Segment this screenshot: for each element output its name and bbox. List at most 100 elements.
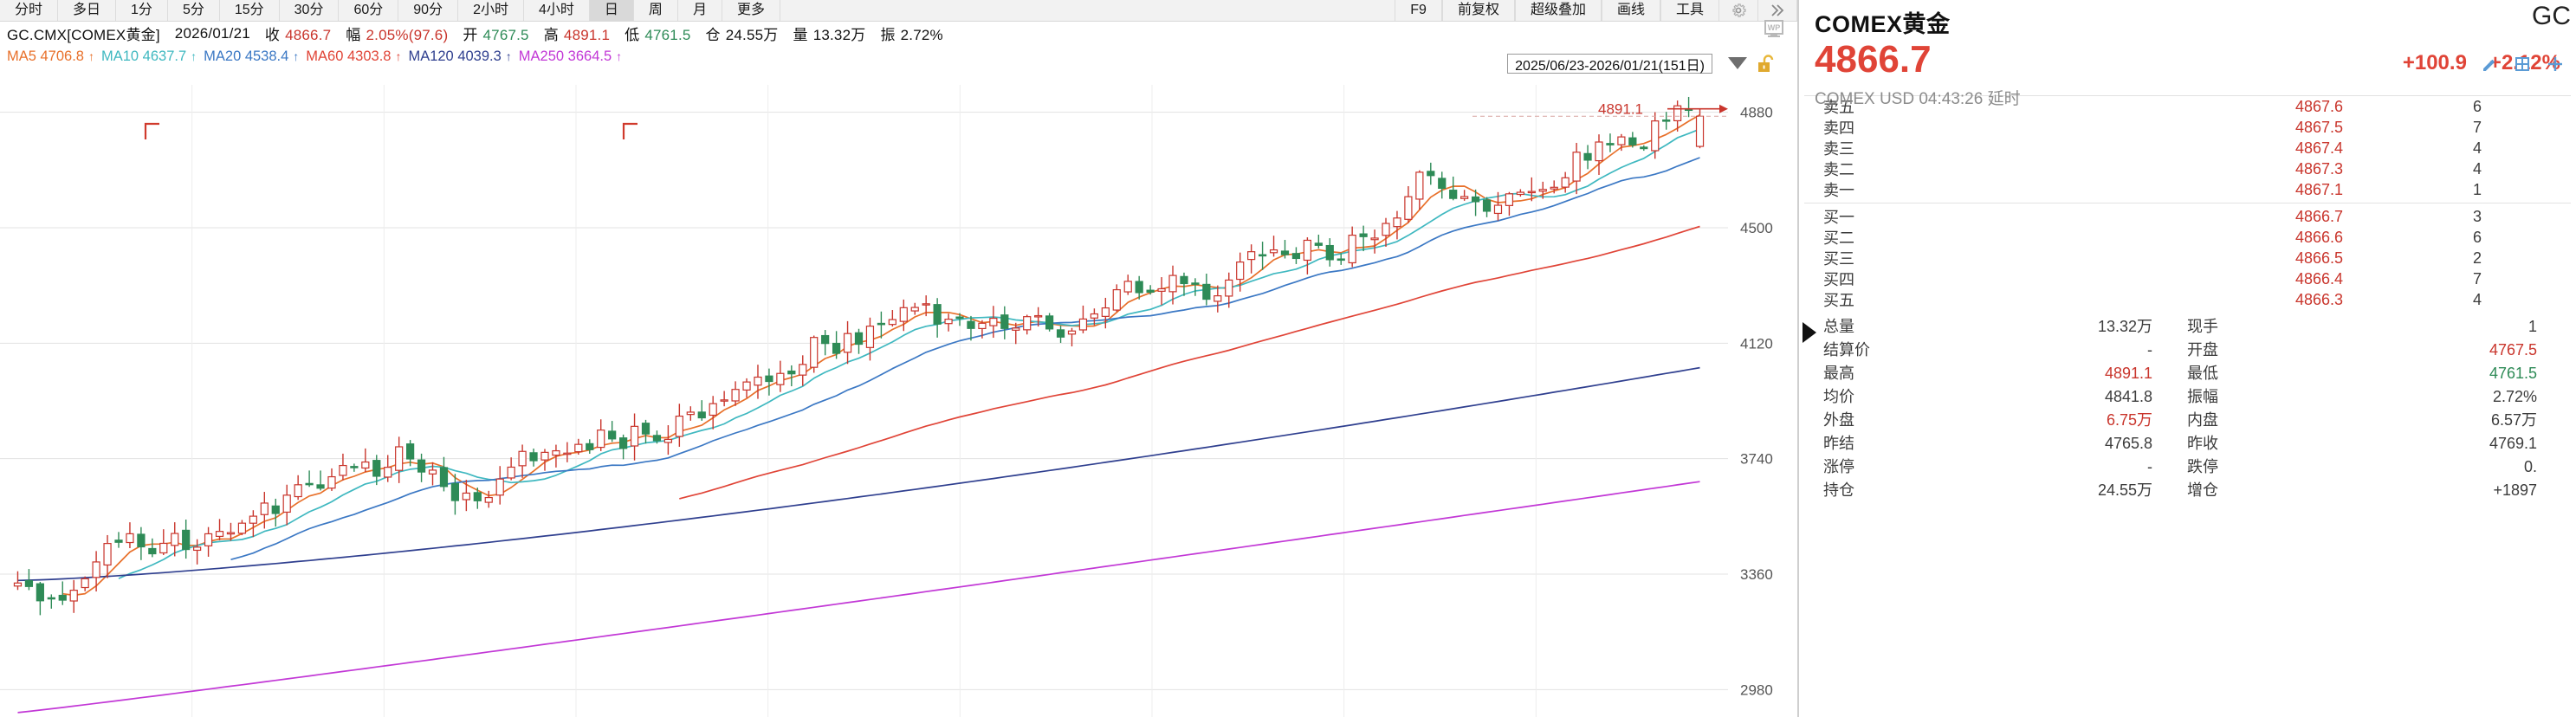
svg-text:2980: 2980 (1740, 681, 1773, 698)
quote-actions (2481, 55, 2564, 73)
orderbook-price: 4866.5 (2294, 249, 2343, 267)
quote-meta: COMEX USD 04:43:26 延时 (1815, 90, 2021, 108)
statistics-cell: 总量 13.32万 (1823, 314, 2187, 337)
info-field-label: 量 (793, 27, 808, 43)
info-field-label: 低 (625, 27, 640, 43)
orderbook-row[interactable]: 卖三 4867.4 4 (1799, 138, 2576, 158)
chart-pane: 分时 多日 1分 5分 15分 30分 60分 90分 2小时 4小时日周月更多 F9 前复权 超级叠加… (0, 0, 1797, 717)
toolbar-action-3[interactable]: 画线 (1601, 0, 1660, 21)
orderbook-volume: 2 (2472, 249, 2482, 267)
orderbook-row[interactable]: 买五 4866.3 4 (1799, 289, 2576, 310)
svg-text:4880: 4880 (1740, 105, 1773, 121)
statistics-value: 4841.8 (2104, 387, 2152, 405)
pencil-icon[interactable] (2481, 55, 2498, 73)
statistics-label: 振幅 (2187, 387, 2218, 405)
orderbook-row[interactable]: 买二 4866.6 6 (1799, 227, 2576, 248)
ma-indicator-ma120: MA120 4039.3 ↑ (408, 48, 511, 65)
period-tab-6[interactable]: 60分 (339, 0, 399, 21)
orderbook-volume: 1 (2472, 180, 2482, 198)
ma-indicator-ma20: MA20 4538.4 ↑ (204, 48, 299, 65)
play-triangle-icon[interactable] (1803, 322, 1816, 343)
statistics-value: +1897 (2493, 481, 2537, 499)
statistics-value: 6.75万 (2106, 410, 2152, 429)
orderbook-volume: 4 (2472, 290, 2482, 308)
orderbook-row[interactable]: 卖一 4867.1 1 (1799, 179, 2576, 200)
candlestick-plot[interactable]: 4880 4500 4120 3740 3360 2980 4891.1 (0, 76, 1797, 717)
statistics-row: 结算价 - 开盘 4767.5 (1799, 337, 2576, 360)
statistics-cell: 跌停 0. (2187, 455, 2551, 477)
period-tab-2[interactable]: 1分 (116, 0, 168, 21)
info-field-label: 幅 (346, 27, 361, 43)
statistics-cell: 开盘 4767.5 (2187, 338, 2551, 360)
grid-icon[interactable] (2514, 55, 2531, 73)
period-tab-10[interactable]: 日 (589, 0, 634, 21)
period-tab-1[interactable]: 多日 (58, 0, 117, 21)
info-field-value: 4761.5 (644, 27, 691, 43)
period-tab-13[interactable]: 更多 (722, 0, 780, 21)
orderbook-volume: 7 (2472, 269, 2482, 287)
period-tab-11[interactable]: 周 (634, 0, 678, 21)
ma-label-value: MA10 4637.7 (100, 48, 187, 64)
orderbook-row[interactable]: 卖二 4867.3 4 (1799, 158, 2576, 179)
statistics-label: 跌停 (2187, 457, 2218, 475)
svg-text:4891.1: 4891.1 (1598, 101, 1643, 118)
orderbook-volume: 6 (2472, 228, 2482, 246)
unlock-icon[interactable] (1756, 54, 1778, 79)
orderbook-level-label: 卖四 (1823, 120, 1854, 137)
ma-label-value: MA120 4039.3 (408, 48, 502, 64)
orderbook-price: 4867.3 (2294, 159, 2343, 178)
period-tab-12[interactable]: 月 (678, 0, 722, 21)
orderbook-row[interactable]: 买一 4866.7 3 (1799, 206, 2576, 227)
period-tab-0[interactable]: 分时 (0, 0, 59, 21)
gear-icon[interactable] (1719, 0, 1758, 21)
toolbar-action-0[interactable]: F9 (1395, 0, 1442, 21)
orderbook-price: 4867.1 (2294, 180, 2343, 198)
period-tab-5[interactable]: 30分 (280, 0, 340, 21)
period-tab-7[interactable]: 90分 (398, 0, 459, 21)
orderbook-price: 4867.4 (2294, 139, 2343, 157)
statistics-value: 4767.5 (2489, 340, 2537, 358)
orderbook-row[interactable]: 买四 4866.4 7 (1799, 268, 2576, 289)
triangle-down-icon[interactable] (1728, 57, 1747, 69)
period-tab-4[interactable]: 15分 (220, 0, 280, 21)
period-tab-9[interactable]: 4小时 (524, 0, 590, 21)
info-field-label: 收 (264, 27, 281, 43)
toolbar-action-1[interactable]: 前复权 (1441, 0, 1515, 21)
orderbook-volume: 4 (2472, 159, 2482, 178)
statistics-label: 最低 (2187, 364, 2218, 382)
orderbook-price: 4866.4 (2294, 269, 2343, 287)
statistics-value: - (2147, 457, 2152, 475)
ma-trend-arrow-icon: ↑ (395, 49, 402, 63)
plus-icon[interactable] (2547, 55, 2564, 73)
statistics-cell: 涨停 - (1823, 455, 2187, 477)
orderbook-price: 4866.7 (2294, 207, 2343, 225)
orderbook-level-label: 买二 (1823, 229, 1854, 247)
toolbar-action-2[interactable]: 超级叠加 (1514, 0, 1602, 21)
ma-trend-arrow-icon: ↑ (293, 49, 300, 63)
ma-indicator-ma250: MA250 3664.5 ↑ (519, 48, 622, 65)
toolbar-action-4[interactable]: 工具 (1660, 0, 1719, 21)
statistics-row: 总量 13.32万 现手 1 (1799, 313, 2576, 337)
statistics-cell: 内盘 6.57万 (2187, 408, 2551, 430)
wp-screen-icon[interactable]: WP (1763, 19, 1785, 44)
info-field-label: 振 (880, 27, 896, 43)
date-range-text: 2025/06/23-2026/01/21(151日) (1515, 58, 1705, 74)
period-tab-3[interactable]: 5分 (168, 0, 220, 21)
orderbook-row[interactable]: 卖五 4867.6 6 (1799, 96, 2576, 117)
info-field-label: 高 (543, 27, 559, 43)
svg-text:WP: WP (1768, 23, 1781, 32)
statistics-label: 现手 (2187, 317, 2218, 335)
header-divider (1804, 95, 2571, 96)
date-range-selector[interactable]: 2025/06/23-2026/01/21(151日) (1507, 54, 1712, 74)
statistics-label: 昨收 (2187, 434, 2218, 452)
orderbook-row[interactable]: 买三 4866.5 2 (1799, 248, 2576, 268)
info-field-value: 2.72% (900, 27, 943, 43)
orderbook-row[interactable]: 卖四 4867.5 7 (1799, 117, 2576, 138)
statistics-value: - (2147, 340, 2152, 358)
quote-date: 2026/01/21 (174, 24, 250, 42)
period-tab-8[interactable]: 2小时 (458, 0, 524, 21)
chevron-double-right-icon[interactable] (1758, 0, 1797, 21)
statistics-row: 昨结 4765.8 昨收 4769.1 (1799, 430, 2576, 454)
info-field-value: 13.32万 (812, 27, 866, 43)
ma-trend-arrow-icon: ↑ (87, 49, 94, 63)
